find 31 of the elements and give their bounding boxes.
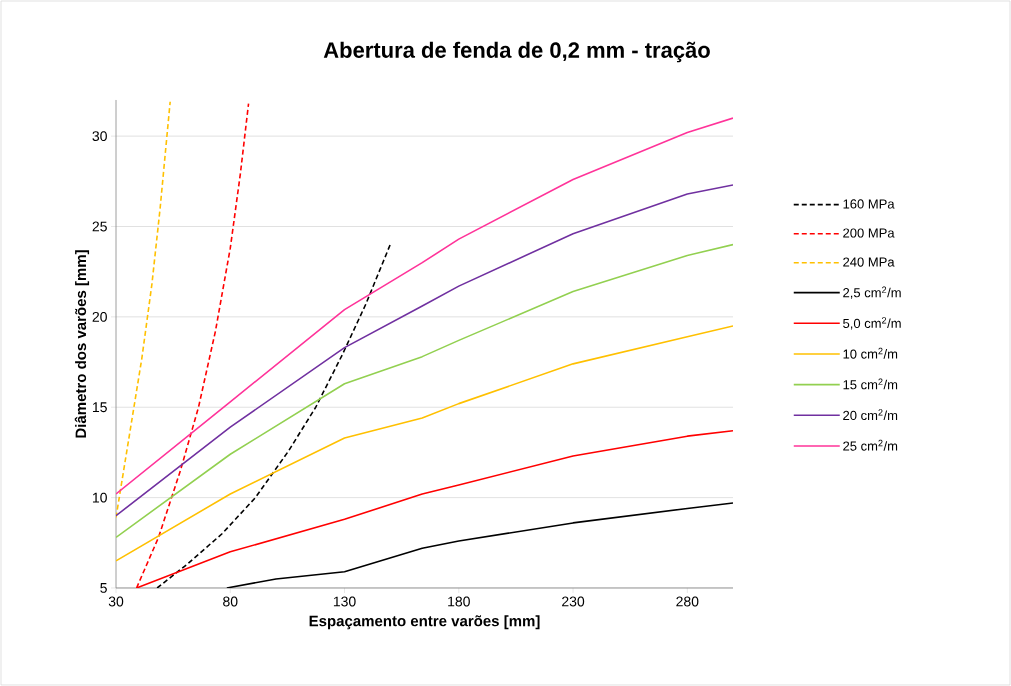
legend-label: 2,5 cm$^{2}$/m	[843, 286, 901, 299]
y-tick-label: 15	[92, 402, 107, 413]
y-tick-label: 30	[92, 131, 107, 142]
y-axis-title: Diâmetro dos varões [mm]	[74, 250, 90, 438]
legend-label: 25 cm$^{2}$/m	[843, 439, 898, 451]
line-series	[116, 100, 171, 519]
y-tick-label: 20	[92, 311, 107, 322]
line-series	[226, 502, 734, 588]
line-series	[116, 243, 734, 539]
legend-label: 15 cm$^{2}$/m	[843, 378, 898, 390]
x-tick-label: 230	[562, 596, 585, 607]
x-tick-label: 80	[223, 596, 238, 607]
line-series	[116, 325, 734, 562]
legend-label: 20 cm$^{2}$/m	[843, 409, 898, 421]
x-tick-label: 130	[333, 596, 356, 607]
y-tick-label: 10	[92, 492, 107, 503]
legend-label: 200 MPa	[843, 228, 895, 238]
legend-label: 10 cm$^{2}$/m	[843, 347, 898, 359]
line-series	[116, 184, 734, 517]
y-tick-label: 25	[92, 221, 107, 232]
line-series	[116, 117, 734, 495]
legend-label: 5,0 cm$^{2}$/m	[843, 317, 901, 330]
x-tick-label: 30	[108, 596, 124, 607]
chart-title: Abertura de fenda de 0,2 mm - tração	[323, 41, 710, 63]
line-series	[156, 243, 392, 588]
legend-label: 240 MPa	[843, 257, 895, 267]
legend-label: 160 MPa	[843, 199, 895, 209]
x-tick-label: 180	[448, 596, 470, 607]
x-axis-title: Espaçamento entre varões [mm]	[309, 615, 540, 630]
y-tick-label: 5	[100, 583, 107, 593]
x-tick-label: 280	[676, 596, 699, 607]
